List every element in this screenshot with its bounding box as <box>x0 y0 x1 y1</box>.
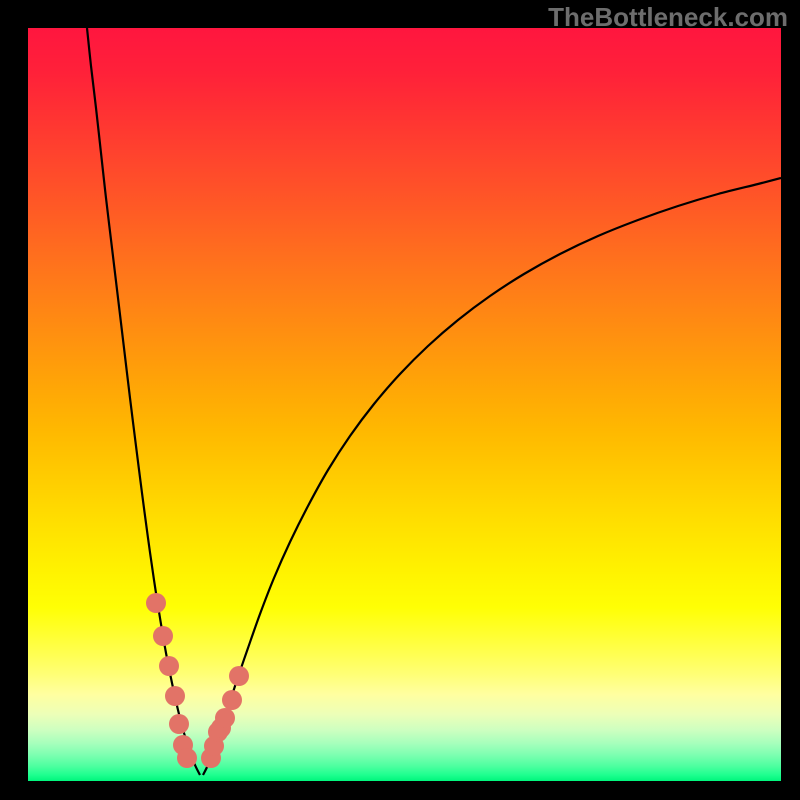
curve-marker <box>165 686 185 706</box>
curve-marker <box>222 690 242 710</box>
curve-marker <box>229 666 249 686</box>
curve-marker <box>159 656 179 676</box>
curve-markers <box>146 593 249 768</box>
curve-marker <box>169 714 189 734</box>
watermark-text: TheBottleneck.com <box>548 2 788 33</box>
plot-area <box>28 28 781 781</box>
curve-marker <box>215 708 235 728</box>
curve-marker <box>153 626 173 646</box>
chart-container: TheBottleneck.com <box>0 0 800 800</box>
curve-left-branch <box>87 28 200 775</box>
curve-marker <box>146 593 166 613</box>
curve-marker <box>177 748 197 768</box>
bottleneck-curve <box>28 28 781 781</box>
curve-right-branch <box>203 178 781 775</box>
